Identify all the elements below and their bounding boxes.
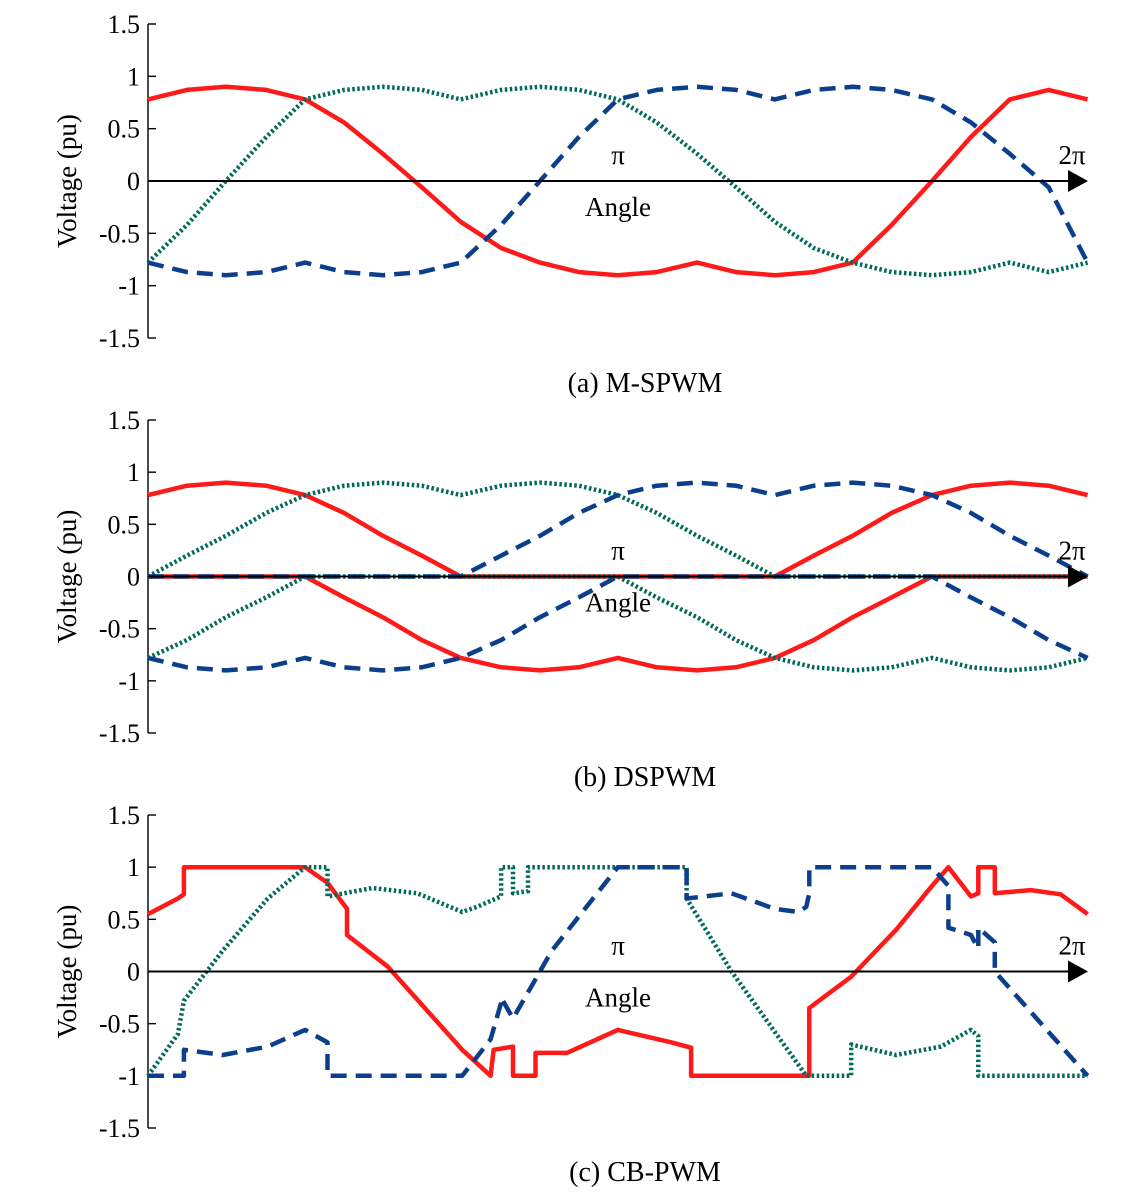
chart-caption: (a) M-SPWM [568,368,723,399]
y-tick-label: 1 [127,853,140,882]
x-marker-label: 2π [1058,931,1086,961]
x-marker-label: π [611,931,625,961]
y-tick-label: 1.5 [108,10,141,39]
x-axis-arrow-icon [1068,960,1088,983]
x-marker-label: 2π [1058,536,1086,566]
y-tick-label: 1 [127,62,140,91]
chart-panel-2: 1.5 1 0.5 0 -0.5 -1 -1.5 Voltage (pu) π 2π Angle (b… [52,406,1089,793]
chart-caption: (c) CB-PWM [569,1157,721,1188]
y-tick-label: -0.5 [99,219,140,248]
y-tick-label: 0 [127,958,140,987]
x-marker-label: π [611,140,625,170]
y-tick-label: -0.5 [99,615,140,644]
chart-panel-3: 1.5 1 0.5 0 -0.5 -1 -1.5 Voltage (pu) π 2π Angle (c… [52,801,1090,1188]
x-axis-label: Angle [585,192,651,222]
y-axis-label: Voltage (pu) [52,114,82,248]
y-tick-label: -1.5 [99,324,140,353]
y-tick-label: 1.5 [108,406,141,435]
y-tick-label: 0.5 [108,905,141,934]
x-marker-label: π [611,536,625,566]
y-tick-label: 0 [127,563,140,592]
y-axis-label: Voltage (pu) [52,510,82,644]
chart-panel-1: 1.5 1 0.5 0 -0.5 -1 -1.5 Voltage (pu) π 2π Angle (a… [52,10,1090,399]
y-tick-label: -0.5 [99,1010,140,1039]
series-line-phase-c [147,84,1090,278]
x-marker-label: 2π [1058,140,1086,170]
y-tick-label: -1.5 [99,1114,140,1143]
x-axis-arrow-icon [1068,170,1088,192]
chart-caption: (b) DSPWM [574,762,716,793]
series-line-phase-b [146,84,1089,278]
y-tick-label: 0 [127,167,140,196]
x-axis-arrow-icon [1068,565,1088,588]
y-tick-label: 0.5 [108,115,141,144]
y-tick-label: 1 [127,458,140,487]
series-line-phase-c [148,864,1090,1079]
y-tick-label: -1 [118,667,140,696]
x-axis-label: Angle [585,588,651,618]
y-tick-label: -1 [118,1062,140,1091]
y-tick-label: 0.5 [108,510,141,539]
y-tick-label: 1.5 [108,801,141,830]
y-tick-label: -1 [118,272,140,301]
series-line-phase-a [146,864,1089,1079]
y-axis-label: Voltage (pu) [52,905,82,1039]
series-line-phase-b-upper [146,480,1088,579]
y-tick-label: -1.5 [99,719,140,748]
x-axis-label: Angle [585,983,651,1013]
